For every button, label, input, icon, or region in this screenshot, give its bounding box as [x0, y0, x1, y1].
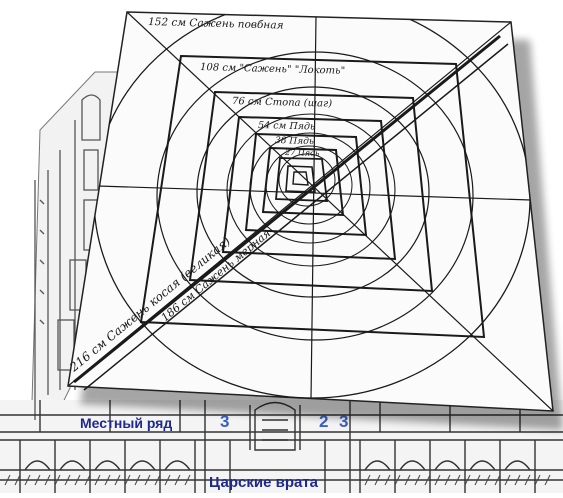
sazhen-sheet: 152 см Сажень повбная 108 см "Сажень" "Л…	[66, 11, 554, 412]
bottom-hatching	[4, 474, 551, 486]
label-108: 108 см "Сажень" "Локоть"	[200, 62, 345, 77]
label-76: 76 см Стопа (шаг)	[232, 96, 332, 110]
local-row-label: Местный ряд	[80, 415, 172, 431]
label-38: 38 Пядь	[275, 136, 314, 147]
royal-doors-label: Царские врата	[209, 474, 319, 491]
label-27: 27 Пядь	[284, 148, 320, 158]
bottom-arcade	[0, 400, 563, 493]
row-number-2: 2	[319, 412, 328, 431]
diagonal-ruler	[73, 34, 509, 391]
label-54: 54 см Пядь	[258, 120, 315, 132]
row-number-3-right: 3	[339, 412, 348, 431]
row-number-3-left: 3	[220, 412, 229, 431]
label-152: 152 см Сажень повбная	[148, 16, 284, 32]
